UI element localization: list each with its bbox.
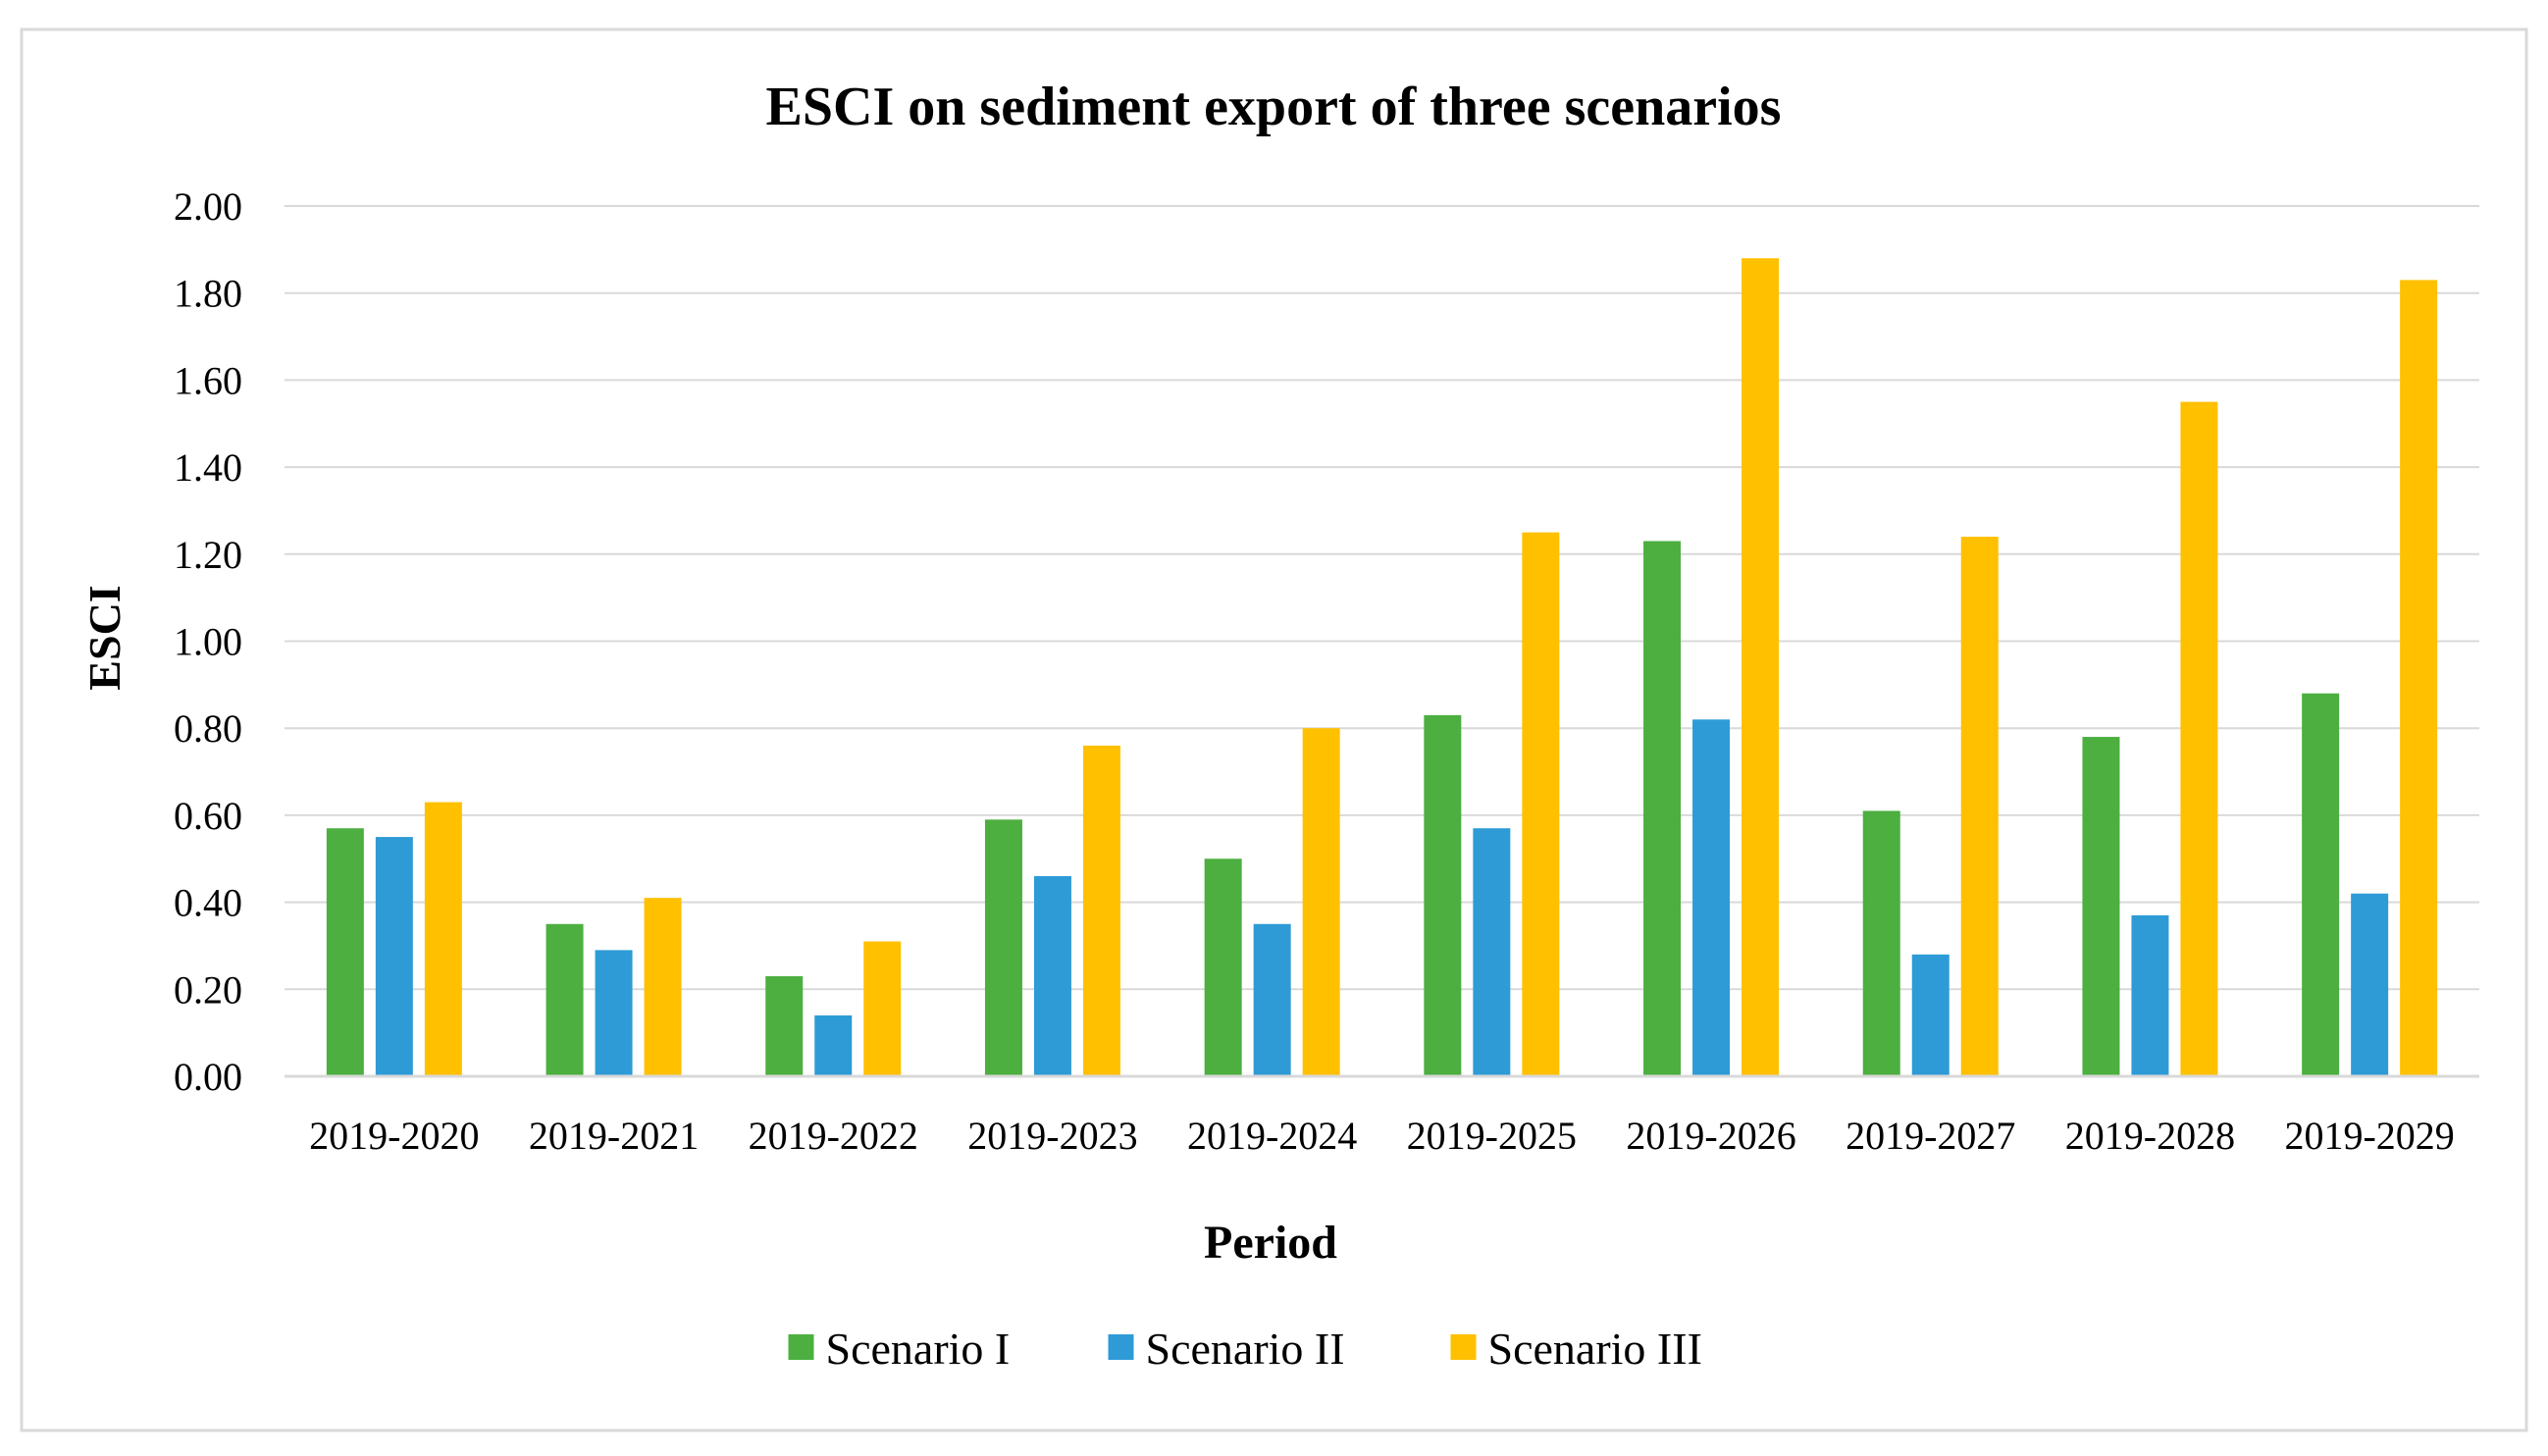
bar-scenario-iii-2019-2026 (1742, 258, 1780, 1077)
x-tick-label: 2019-2029 (2284, 1114, 2454, 1158)
y-tick-label: 0.00 (174, 1055, 242, 1099)
bar-scenario-i-2019-2022 (765, 975, 804, 1076)
bar-scenario-ii-2019-2026 (1692, 719, 1731, 1076)
bar-scenario-iii-2019-2024 (1302, 728, 1340, 1076)
bar-scenario-ii-2019-2022 (814, 1014, 853, 1076)
legend-label: Scenario II (1146, 1324, 1345, 1374)
y-axis-label: ESCI (79, 585, 130, 690)
bar-scenario-iii-2019-2027 (1960, 537, 1999, 1076)
y-tick-label: 1.60 (174, 358, 242, 402)
bar-scenario-i-2019-2024 (1204, 858, 1242, 1076)
x-tick-label: 2019-2020 (309, 1114, 479, 1158)
bar-scenario-iii-2019-2025 (1522, 532, 1560, 1076)
bar-scenario-i-2019-2020 (326, 828, 364, 1076)
y-tick-label: 1.00 (174, 620, 242, 664)
bar-scenario-i-2019-2023 (984, 819, 1022, 1076)
x-tick-label: 2019-2025 (1407, 1114, 1577, 1158)
x-tick-label: 2019-2027 (1846, 1114, 2015, 1158)
bar-scenario-ii-2019-2028 (2131, 914, 2169, 1076)
legend-label: Scenario I (826, 1324, 1011, 1374)
y-tick-label: 2.00 (174, 184, 242, 229)
y-tick-label: 0.20 (174, 967, 242, 1012)
bar-scenario-i-2019-2025 (1424, 714, 1462, 1076)
bar-scenario-i-2019-2027 (1862, 810, 1900, 1076)
bars (326, 258, 2438, 1077)
y-axis-ticks: 0.00 0.20 0.40 0.60 0.80 1.00 1.20 1.40 1.60 1.80… (174, 184, 242, 1099)
bar-scenario-ii-2019-2020 (375, 837, 413, 1076)
x-tick-label: 2019-2024 (1187, 1114, 1357, 1158)
x-tick-label: 2019-2026 (1626, 1114, 1795, 1158)
bar-scenario-iii-2019-2029 (2400, 280, 2438, 1076)
legend-swatch-scenario-iii (1450, 1334, 1477, 1360)
bar-scenario-ii-2019-2025 (1473, 828, 1511, 1076)
chart-border (20, 27, 2528, 1432)
x-tick-label: 2019-2022 (749, 1114, 918, 1158)
legend-label: Scenario III (1488, 1324, 1702, 1374)
x-axis-label: Period (1204, 1217, 1337, 1269)
x-tick-label: 2019-2023 (967, 1114, 1137, 1158)
bar-scenario-ii-2019-2027 (1911, 954, 1950, 1076)
bar-scenario-iii-2019-2023 (1082, 745, 1120, 1076)
bar-scenario-i-2019-2021 (546, 923, 584, 1076)
bar-scenario-ii-2019-2029 (2351, 893, 2389, 1076)
y-tick-label: 0.40 (174, 881, 242, 925)
y-tick-label: 0.80 (174, 706, 242, 751)
chart-title: ESCI on sediment export of three scenari… (766, 77, 1782, 137)
bar-scenario-i-2019-2029 (2302, 693, 2340, 1076)
bar-scenario-i-2019-2026 (1643, 541, 1682, 1076)
legend-swatch-scenario-i (788, 1334, 814, 1360)
x-axis-ticks: 2019-2020 2019-2021 2019-2022 2019-2023 2019… (309, 1114, 2455, 1158)
bar-scenario-i-2019-2028 (2082, 737, 2120, 1076)
bar-scenario-ii-2019-2024 (1253, 923, 1291, 1076)
y-tick-label: 0.60 (174, 794, 242, 838)
y-tick-label: 1.40 (174, 445, 242, 490)
bar-scenario-iii-2019-2028 (2180, 401, 2218, 1076)
bar-scenario-iii-2019-2020 (424, 802, 462, 1076)
legend-swatch-scenario-ii (1108, 1334, 1134, 1360)
legend: Scenario I Scenario II Scenario III (788, 1324, 1702, 1374)
bar-scenario-iii-2019-2021 (644, 898, 682, 1076)
x-tick-label: 2019-2028 (2065, 1114, 2235, 1158)
bar-scenario-ii-2019-2023 (1033, 875, 1071, 1076)
x-tick-label: 2019-2021 (529, 1114, 699, 1158)
y-tick-label: 1.80 (174, 272, 242, 316)
bar-scenario-ii-2019-2021 (595, 950, 633, 1076)
bar-scenario-iii-2019-2022 (863, 941, 902, 1076)
y-tick-label: 1.20 (174, 533, 242, 577)
